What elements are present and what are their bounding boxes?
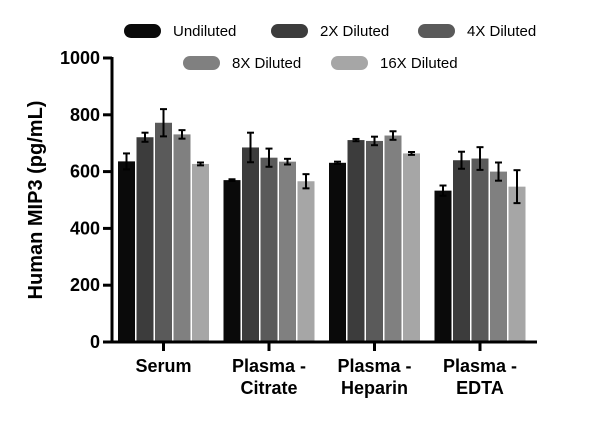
legend-item: 4X Diluted: [418, 23, 536, 40]
x-tick-label: Heparin: [341, 378, 408, 398]
x-tick-label: Citrate: [240, 378, 297, 398]
legend-label: 2X Diluted: [320, 23, 389, 40]
legend-label: 16X Diluted: [380, 55, 458, 72]
legend-swatch: [124, 24, 161, 38]
bar: [118, 161, 135, 342]
bar: [490, 171, 507, 342]
bar: [508, 186, 526, 342]
legend-label: 4X Diluted: [467, 23, 536, 40]
legend-label: 8X Diluted: [232, 55, 301, 72]
x-tick-label: Plasma -: [443, 356, 517, 376]
legend-swatch: [418, 24, 455, 38]
bar: [260, 157, 278, 342]
legend-swatch: [183, 56, 220, 70]
legend-label: Undiluted: [173, 23, 236, 40]
bar: [453, 160, 470, 342]
x-tick-label: Plasma -: [232, 356, 306, 376]
bar: [403, 153, 420, 342]
y-tick-label: 1000: [60, 48, 100, 68]
bar: [434, 190, 452, 342]
legend-swatch: [331, 56, 368, 70]
x-tick-label: EDTA: [456, 378, 504, 398]
legend-item: 2X Diluted: [271, 23, 389, 40]
bar: [329, 162, 346, 342]
bar: [136, 137, 154, 342]
y-tick-label: 600: [70, 162, 100, 182]
y-tick-label: 200: [70, 275, 100, 295]
y-tick-label: 400: [70, 218, 100, 238]
bar: [155, 122, 172, 342]
bars: [118, 122, 526, 342]
legend: Undiluted 2X Diluted 4X Diluted 8X Diluted 1…: [124, 23, 536, 72]
y-axis-title: Human MIP3 (pg/mL): [25, 101, 47, 300]
bar: [297, 181, 315, 342]
y-axis: 0 200 400 600 800 1000: [60, 48, 114, 352]
x-tick-label: Plasma -: [337, 356, 411, 376]
bar: [192, 163, 209, 342]
bar: [173, 134, 191, 342]
bar: [366, 140, 383, 342]
x-tick-label: Serum: [135, 356, 191, 376]
legend-swatch: [271, 24, 308, 38]
y-tick-label: 0: [90, 332, 100, 352]
legend-item: Undiluted: [124, 23, 236, 40]
bar: [279, 161, 296, 342]
legend-item: 16X Diluted: [331, 55, 458, 72]
error-bars: [123, 108, 521, 205]
bar: [223, 180, 241, 342]
y-tick-label: 800: [70, 105, 100, 125]
bar: [384, 135, 402, 342]
bar: [242, 147, 259, 342]
bar: [347, 140, 365, 342]
bar: [471, 158, 489, 342]
legend-item: 8X Diluted: [183, 55, 301, 72]
